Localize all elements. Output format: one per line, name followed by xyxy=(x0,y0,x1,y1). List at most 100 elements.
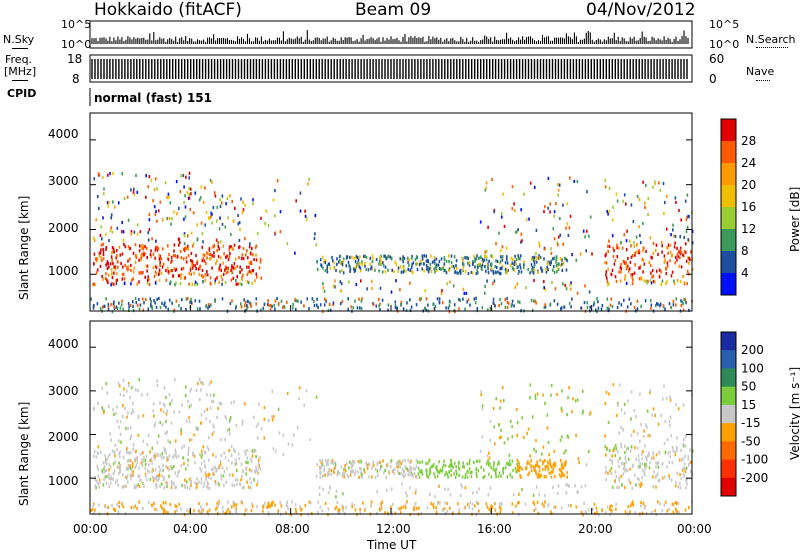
power-cell-476 xyxy=(153,205,156,209)
velocity-cell-461 xyxy=(97,401,99,405)
power-cell-158 xyxy=(250,271,252,275)
power-cell-84 xyxy=(168,253,170,257)
velocity-cell-1761 xyxy=(521,488,523,492)
power-cell-620 xyxy=(462,259,464,263)
velocity-cell-412 xyxy=(228,420,231,424)
power-cell-550 xyxy=(188,176,190,180)
velocity-cell-313 xyxy=(107,474,109,479)
power-cell-104 xyxy=(188,271,190,276)
velocity-cell-1720 xyxy=(294,503,297,507)
velocity-cell-1429 xyxy=(541,502,544,506)
velocity-cell-103 xyxy=(104,475,106,479)
power-cell-1371 xyxy=(606,209,608,214)
velocity-cell-1370 xyxy=(632,429,635,433)
power-cell-188 xyxy=(133,266,136,270)
velocity-cell-774 xyxy=(498,471,501,475)
velocity-cell-1247 xyxy=(655,461,657,465)
power-cell-477 xyxy=(232,219,235,223)
power-cell-270 xyxy=(259,260,262,264)
velocity-cell-327 xyxy=(178,469,180,473)
power-cell-908 xyxy=(403,256,406,260)
power-cell-1559 xyxy=(244,300,247,304)
power-cell-1123 xyxy=(559,233,562,237)
power-cell-1455 xyxy=(432,302,435,306)
power-cell-1366 xyxy=(647,196,650,201)
power-cell-1481 xyxy=(683,298,686,302)
xtick-1: 04:00 xyxy=(173,522,208,536)
power-cell-502 xyxy=(216,205,219,209)
velocity-cell-1507 xyxy=(378,507,381,511)
power-cell-226 xyxy=(124,263,126,267)
velocity-cell-937 xyxy=(495,475,497,479)
power-cell-300 xyxy=(121,252,124,256)
velocity-cell-1421 xyxy=(136,506,138,511)
velocity-cell-390 xyxy=(112,477,114,481)
power-cell-1335 xyxy=(654,182,656,186)
velocity-cell-1590 xyxy=(285,503,288,507)
velocity-cell-1703 xyxy=(413,505,416,510)
velocity-cell-1746 xyxy=(577,490,580,494)
power-cell-1214 xyxy=(619,279,622,283)
velocity-cell-1733 xyxy=(435,506,438,510)
velocity-cell-534 xyxy=(163,446,165,450)
power-cell-352 xyxy=(148,282,151,287)
velocity-cell-397 xyxy=(214,466,216,470)
velocity-cell-1368 xyxy=(683,438,685,442)
velocity-cell-7 xyxy=(135,485,137,489)
velocity-cell-1233 xyxy=(686,481,688,485)
power-cell-505 xyxy=(127,218,130,222)
velocity-cell-1547 xyxy=(262,509,264,513)
power-cell-1142 xyxy=(615,279,618,283)
velocity-cell-335 xyxy=(238,457,241,461)
velocity-cell-483 xyxy=(126,447,128,451)
velocity-cell-1094 xyxy=(563,451,565,455)
power-cell-1022 xyxy=(371,260,374,264)
power-cell-963 xyxy=(462,267,464,271)
power-cell-738 xyxy=(418,263,421,267)
power-cell-1172 xyxy=(631,254,634,258)
velocity-cell-756 xyxy=(560,458,562,463)
velocity-cell-1064 xyxy=(578,461,580,465)
velocity-cell-858 xyxy=(379,467,381,471)
power-cell-406 xyxy=(202,200,205,204)
power-cell-172 xyxy=(122,265,124,269)
velocity-cell-270 xyxy=(256,483,258,487)
velocity-cell-1358 xyxy=(622,428,624,432)
velocity-cell-762 xyxy=(367,463,369,467)
power-cell-1373 xyxy=(636,194,639,199)
power-cell-264 xyxy=(206,256,208,260)
velocity-cell-1323 xyxy=(615,413,618,417)
power-cell-181 xyxy=(180,273,183,277)
velocity-cell-58 xyxy=(236,478,239,482)
power-cell-232 xyxy=(232,265,235,269)
velocity-cell-835 xyxy=(398,471,400,475)
power-cell-1502 xyxy=(530,298,533,302)
velocity-cell-119 xyxy=(193,454,196,458)
power-cell-1238 xyxy=(631,282,634,286)
velocity-cell-1055 xyxy=(535,438,537,443)
power-cell-204 xyxy=(144,252,146,256)
velocity-cell-246 xyxy=(201,453,203,457)
power-cell-1776 xyxy=(348,280,350,284)
power-cell-1778 xyxy=(323,289,326,293)
power-cell-1664 xyxy=(378,297,380,301)
velocity-cell-187 xyxy=(168,468,170,472)
power-cell-880 xyxy=(467,261,469,265)
velocity-cell-1757 xyxy=(478,487,480,491)
velocity-cell-1552 xyxy=(413,508,415,512)
power-cell-1490 xyxy=(96,302,99,306)
power-cell-256 xyxy=(174,283,176,287)
velocity-cell-70 xyxy=(113,469,116,473)
power-cell-696 xyxy=(546,265,548,269)
velocity-cell-1661 xyxy=(345,506,347,510)
velocity-cell-963 xyxy=(320,461,323,465)
power-cell-734 xyxy=(474,259,476,264)
power-cell-1126 xyxy=(634,253,636,257)
velocity-cell-1173 xyxy=(614,470,617,474)
power-cell-682 xyxy=(485,258,488,262)
velocity-cell-1749 xyxy=(335,495,337,499)
power-cell-708 xyxy=(555,255,558,259)
velocity-cell-1484 xyxy=(338,510,341,514)
velocity-cell-460 xyxy=(152,402,155,406)
velocity-cell-1246 xyxy=(648,453,650,457)
